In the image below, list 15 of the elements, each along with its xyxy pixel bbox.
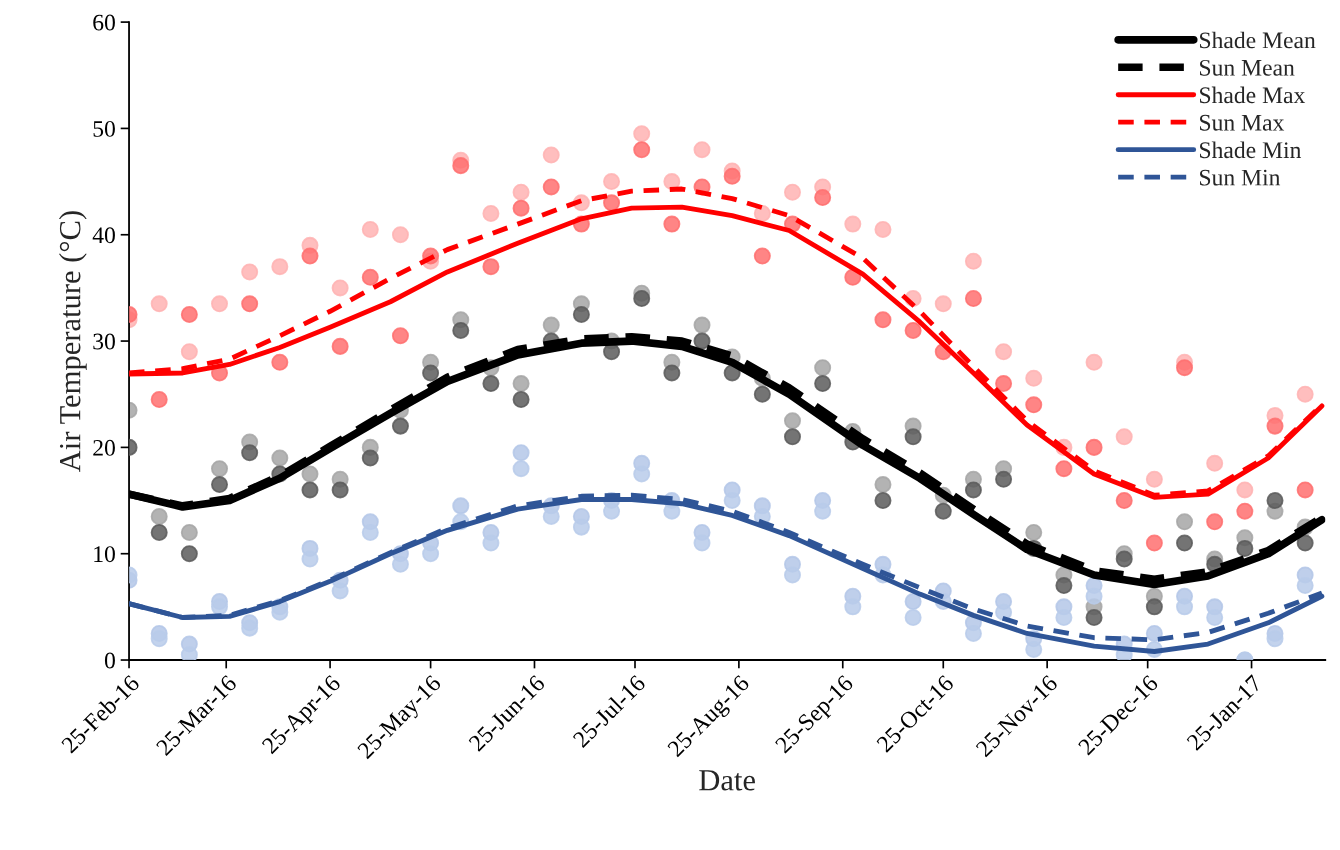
y-tick-label: 40	[92, 227, 115, 244]
legend-label: Shade Mean	[1200, 31, 1316, 49]
legend-label: Shade Max	[1200, 86, 1306, 104]
y-axis-title: Air Temperature (°C)	[58, 211, 87, 472]
legend-label: Sun Max	[1200, 114, 1285, 131]
x-axis-title: Date	[699, 770, 755, 791]
y-tick-label: 20	[93, 439, 115, 456]
y-tick-label: 10	[94, 546, 115, 563]
y-tick-label: 60	[93, 14, 115, 31]
y-tick-label: 0	[104, 652, 115, 669]
y-tick-label: 50	[93, 120, 115, 137]
legend-label: Sun Mean	[1200, 59, 1295, 76]
y-tick-label: 30	[93, 333, 115, 350]
legend-label: Sun Min	[1200, 169, 1281, 186]
legend-label: Shade Min	[1200, 141, 1302, 159]
